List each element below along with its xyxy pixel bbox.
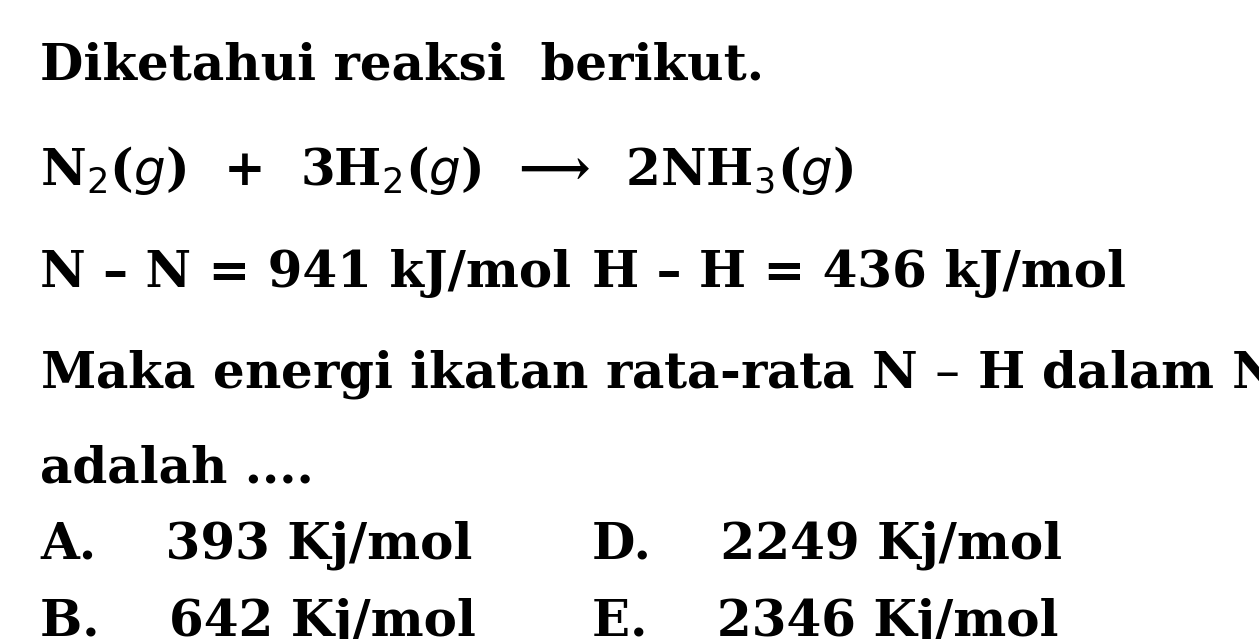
Text: Diketahui reaksi  berikut.: Diketahui reaksi berikut. — [40, 42, 764, 91]
Text: N – N = 941 kJ/mol: N – N = 941 kJ/mol — [40, 249, 572, 298]
Text: Maka energi ikatan rata-rata N – H dalam NH$_{3}$: Maka energi ikatan rata-rata N – H dalam… — [40, 348, 1259, 401]
Text: H – H = 436 kJ/mol: H – H = 436 kJ/mol — [592, 249, 1126, 298]
Text: D.    2249 Kj/mol: D. 2249 Kj/mol — [592, 521, 1061, 570]
Text: N$_{2}$($g$)  +  3H$_{2}$($g$)  ⟶  2NH$_{3}$($g$): N$_{2}$($g$) + 3H$_{2}$($g$) ⟶ 2NH$_{3}$… — [40, 144, 854, 197]
Text: E.    2346 Kj/mol: E. 2346 Kj/mol — [592, 597, 1059, 639]
Text: B.    642 Kj/mol: B. 642 Kj/mol — [40, 597, 476, 639]
Text: adalah ....: adalah .... — [40, 444, 313, 493]
Text: A.    393 Kj/mol: A. 393 Kj/mol — [40, 521, 472, 570]
